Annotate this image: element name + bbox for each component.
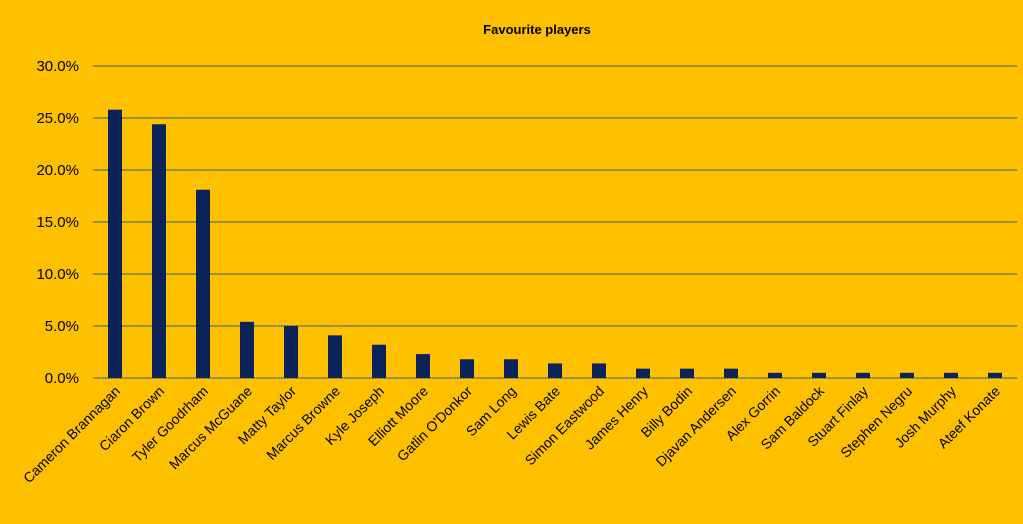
bar — [592, 363, 606, 378]
bar — [856, 372, 870, 378]
y-tick-label: 0.0% — [45, 370, 79, 387]
bar — [548, 363, 562, 378]
bar — [812, 372, 826, 378]
y-tick-label: 25.0% — [36, 110, 79, 127]
y-tick-label: 20.0% — [36, 162, 79, 179]
bar — [724, 368, 738, 378]
bar — [328, 335, 342, 378]
y-tick-label: 15.0% — [36, 214, 79, 231]
x-category-label: Djavan Andersen — [652, 383, 739, 470]
bar — [680, 368, 694, 378]
bar — [372, 344, 386, 378]
y-tick-label: 10.0% — [36, 266, 79, 283]
bar — [284, 326, 298, 378]
bar — [900, 372, 914, 378]
bar — [196, 189, 210, 378]
y-tick-label: 30.0% — [36, 58, 79, 75]
bar — [636, 368, 650, 378]
bar — [460, 359, 474, 378]
bar — [504, 359, 518, 378]
bar — [768, 372, 782, 378]
bar — [416, 354, 430, 378]
x-category-label: Tyler Goodrham — [129, 383, 211, 465]
y-tick-label: 5.0% — [45, 318, 79, 335]
chart-title: Favourite players — [483, 22, 591, 37]
bar — [108, 109, 122, 379]
bar — [944, 372, 958, 378]
bar — [152, 124, 166, 379]
x-category-label: Gatlin O'Donkor — [394, 383, 476, 465]
bar — [240, 321, 254, 378]
bar — [988, 372, 1002, 378]
x-category-label: Simon Eastwood — [522, 383, 608, 469]
